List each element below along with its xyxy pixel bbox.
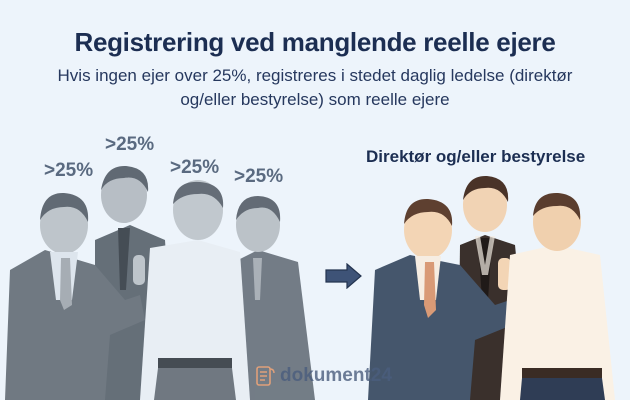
subtitle: Hvis ingen ejer over 25%, registreres i …: [57, 66, 573, 109]
document-scroll-icon: [256, 366, 275, 386]
owner-figure-4: [235, 196, 315, 400]
owner-figure-3: [140, 180, 250, 400]
management-figure-3: [500, 192, 615, 400]
watermark-text: dokument24: [280, 365, 392, 386]
ownership-label-4: >25%: [234, 166, 284, 187]
owner-figure-1: [5, 192, 145, 400]
ownership-label-2: >25%: [105, 134, 155, 155]
management-group: [368, 175, 615, 400]
ownership-label-3: >25%: [170, 157, 220, 178]
page-title: Registrering ved manglende reelle ejere: [74, 27, 556, 57]
grey-owners-group: [5, 165, 315, 400]
management-figure-1: [368, 198, 512, 400]
management-label: Direktør og/eller bestyrelse: [366, 147, 586, 166]
right-arrow-icon: [325, 263, 362, 289]
ownership-label-1: >25%: [44, 160, 94, 181]
watermark: dokument24: [254, 364, 392, 388]
